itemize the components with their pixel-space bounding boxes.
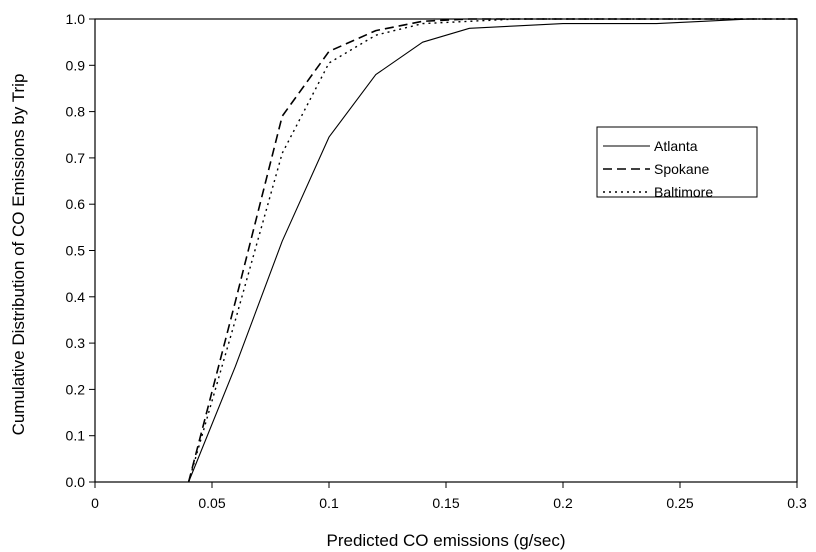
x-tick-label: 0.25 [666,495,693,511]
plot-area [94,18,798,483]
y-tick-label: 0.1 [66,428,86,444]
series-lines [187,18,797,483]
y-tick-label: 0.4 [66,289,86,305]
plot-border [94,18,798,483]
y-axis-title: Cumulative Distribution of CO Emissions … [9,74,28,436]
y-tick-label: 0.6 [66,196,86,212]
series-line-baltimore [187,18,797,483]
x-tick-label: 0.1 [319,495,339,511]
y-tick-label: 0.0 [66,474,86,490]
x-tick-label: 0.05 [198,495,225,511]
y-tick-label: 0.8 [66,104,86,120]
legend-label-atlanta: Atlanta [654,138,698,154]
x-tick-label: 0.2 [553,495,573,511]
legend-label-baltimore: Baltimore [654,184,713,200]
y-tick-label: 1.0 [66,11,86,27]
y-tick-label: 0.9 [66,57,86,73]
y-tick-label: 0.5 [66,243,86,259]
legend-label-spokane: Spokane [654,161,709,177]
x-tick-label: 0.3 [787,495,807,511]
y-axis: 0.0 0.1 0.2 0.3 0.4 0.5 0.6 0.7 0.8 0.9 1.0 [66,11,95,490]
legend: Atlanta Spokane Baltimore [596,126,758,200]
series-line-atlanta [188,18,797,483]
y-tick-label: 0.3 [66,335,86,351]
legend-box [596,126,758,198]
x-tick-label: 0 [91,495,99,511]
x-axis-title: Predicted CO emissions (g/sec) [326,531,565,550]
y-tick-label: 0.2 [66,381,86,397]
y-tick-label: 0.7 [66,150,86,166]
x-tick-label: 0.15 [432,495,459,511]
x-axis: 0 0.05 0.1 0.15 0.2 0.25 0.3 [91,482,807,511]
series-line-spokane [187,18,797,483]
